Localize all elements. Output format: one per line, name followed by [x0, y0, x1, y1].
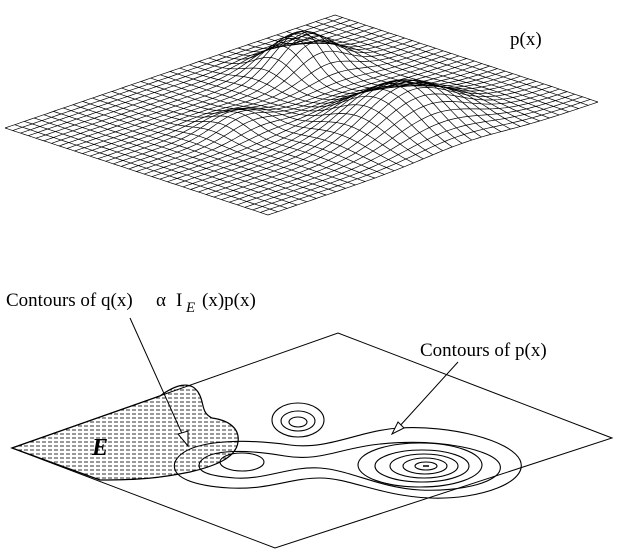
mesh-line [4, 127, 269, 216]
arrows [129, 317, 459, 448]
region-e [10, 384, 239, 481]
mesh-line [267, 101, 599, 216]
q-label-symbol: α [156, 290, 166, 311]
mesh-line [140, 81, 405, 168]
mesh-line [179, 67, 443, 151]
mesh-line [189, 64, 453, 148]
mesh-line [305, 24, 570, 113]
mesh-line [63, 107, 327, 196]
mesh-line [92, 97, 356, 186]
mesh-line [266, 37, 531, 125]
mesh-line [43, 114, 307, 203]
mesh-line [43, 27, 374, 142]
mesh-line [334, 14, 599, 103]
mesh-line [121, 87, 385, 175]
mesh-line [218, 45, 482, 138]
mesh-line [198, 61, 463, 144]
q-label-indicator: I [176, 290, 182, 311]
mesh-line [229, 88, 560, 203]
contour-plane [10, 332, 614, 549]
contours-p [173, 402, 522, 499]
mesh-line [33, 117, 298, 206]
mesh-line [150, 77, 414, 164]
mesh-line [236, 91, 568, 206]
mesh-line [247, 31, 511, 130]
mesh-line [72, 104, 337, 193]
mesh-line [131, 84, 395, 172]
q-label-suffix: (x)p(x) [202, 290, 256, 311]
mesh-line [260, 99, 591, 213]
mesh-line [111, 91, 375, 179]
surface-mesh [4, 14, 599, 216]
mesh-line [24, 121, 288, 209]
region-label: E [91, 435, 108, 461]
mesh-line [276, 34, 540, 122]
mesh-line [169, 71, 434, 156]
mesh-line [82, 40, 413, 154]
mesh-line [228, 36, 492, 135]
mesh-line [237, 31, 502, 132]
q-label-prefix: Contours of q(x) [6, 290, 133, 311]
mesh-line [14, 124, 278, 213]
surface-label: p(x) [510, 29, 542, 50]
mesh-line [325, 17, 589, 106]
mesh-line [160, 74, 424, 160]
mesh-line [286, 31, 550, 119]
mesh-line [208, 56, 472, 141]
mesh-line [257, 35, 521, 127]
mesh-line [296, 27, 560, 116]
mesh-line [101, 94, 366, 182]
mesh-line [315, 21, 579, 109]
mesh-line [82, 101, 346, 189]
p-contour-label: Contours of p(x) [420, 340, 547, 361]
mesh-line [53, 111, 317, 199]
q-label-subscript: E [185, 300, 195, 316]
